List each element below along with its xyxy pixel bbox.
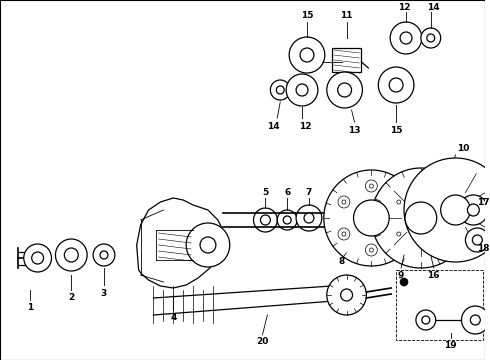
Circle shape <box>276 86 284 94</box>
Bar <box>332 48 362 72</box>
Circle shape <box>277 210 297 230</box>
Text: 14: 14 <box>427 3 440 12</box>
Text: 12: 12 <box>398 3 410 12</box>
Circle shape <box>341 289 352 301</box>
Text: 12: 12 <box>299 122 311 131</box>
Circle shape <box>371 168 470 268</box>
Circle shape <box>270 80 290 100</box>
Circle shape <box>397 200 401 204</box>
Text: 15: 15 <box>301 10 313 19</box>
Circle shape <box>405 202 437 234</box>
Circle shape <box>390 22 422 54</box>
Circle shape <box>338 196 350 208</box>
Text: 19: 19 <box>444 341 457 350</box>
Circle shape <box>369 184 373 188</box>
Circle shape <box>200 237 216 253</box>
Text: 16: 16 <box>427 270 440 279</box>
Circle shape <box>324 170 419 266</box>
Circle shape <box>327 275 367 315</box>
Circle shape <box>393 196 405 208</box>
Text: 14: 14 <box>267 122 280 131</box>
Circle shape <box>186 223 230 267</box>
Text: 6: 6 <box>284 188 290 197</box>
Circle shape <box>366 180 377 192</box>
Circle shape <box>397 232 401 236</box>
Text: 9: 9 <box>398 270 404 279</box>
Circle shape <box>441 195 470 225</box>
Circle shape <box>393 228 405 240</box>
Text: 15: 15 <box>390 126 402 135</box>
Circle shape <box>32 252 44 264</box>
Text: 17: 17 <box>477 198 490 207</box>
Circle shape <box>427 34 435 42</box>
Circle shape <box>378 67 414 103</box>
Circle shape <box>421 28 441 48</box>
Text: 18: 18 <box>477 243 490 252</box>
Circle shape <box>459 195 488 225</box>
Circle shape <box>261 215 270 225</box>
Circle shape <box>327 72 363 108</box>
Circle shape <box>296 84 308 96</box>
Circle shape <box>338 228 350 240</box>
Circle shape <box>366 244 377 256</box>
Circle shape <box>286 74 318 106</box>
Bar <box>396 270 483 340</box>
Text: 8: 8 <box>339 257 345 266</box>
Circle shape <box>253 208 277 232</box>
Text: 11: 11 <box>341 10 353 19</box>
Circle shape <box>416 310 436 330</box>
Text: 20: 20 <box>256 338 269 346</box>
Text: 3: 3 <box>101 288 107 297</box>
Circle shape <box>342 232 346 236</box>
Circle shape <box>400 32 412 44</box>
Text: 2: 2 <box>68 293 74 302</box>
Text: 10: 10 <box>457 144 469 153</box>
Text: 1: 1 <box>26 303 33 312</box>
Text: 7: 7 <box>306 188 312 197</box>
Circle shape <box>289 37 325 73</box>
Circle shape <box>342 200 346 204</box>
Text: 13: 13 <box>348 126 361 135</box>
Circle shape <box>462 306 489 334</box>
Circle shape <box>472 235 482 245</box>
Circle shape <box>470 315 480 325</box>
Circle shape <box>466 228 489 252</box>
Circle shape <box>55 239 87 271</box>
Circle shape <box>467 204 479 216</box>
Circle shape <box>389 78 403 92</box>
Circle shape <box>93 244 115 266</box>
Circle shape <box>283 216 291 224</box>
Circle shape <box>400 278 408 286</box>
Circle shape <box>300 48 314 62</box>
Circle shape <box>369 248 373 252</box>
Circle shape <box>296 205 322 231</box>
Circle shape <box>100 251 108 259</box>
Text: 4: 4 <box>170 314 176 323</box>
Circle shape <box>338 83 351 97</box>
Circle shape <box>24 244 51 272</box>
Circle shape <box>422 316 430 324</box>
Circle shape <box>304 213 314 223</box>
Circle shape <box>64 248 78 262</box>
Circle shape <box>353 200 389 236</box>
Text: 5: 5 <box>262 188 269 197</box>
Circle shape <box>404 158 490 262</box>
